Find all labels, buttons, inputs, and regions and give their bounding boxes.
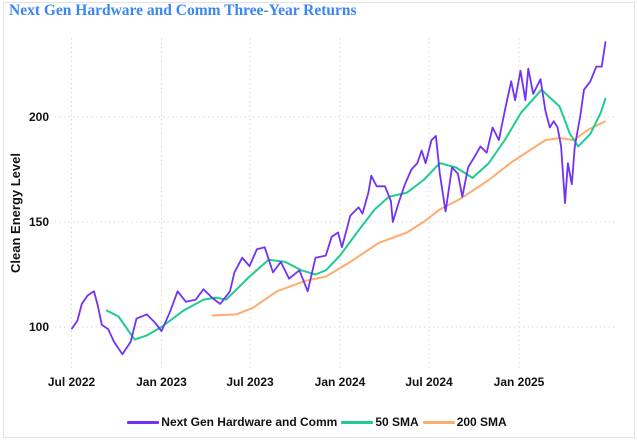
series-line-200-sma bbox=[211, 120, 607, 317]
legend-swatch bbox=[127, 420, 160, 424]
x-tick-label: Jan 2024 bbox=[315, 375, 366, 389]
legend-swatch bbox=[422, 420, 455, 424]
legend-label: 50 SMA bbox=[375, 415, 419, 429]
legend-label: 200 SMA bbox=[456, 415, 507, 429]
y-tick-label: 150 bbox=[29, 215, 49, 229]
x-tick-label: Jul 2022 bbox=[48, 375, 96, 389]
x-tick-label: Jul 2023 bbox=[226, 375, 274, 389]
y-tick-label: 200 bbox=[29, 110, 49, 124]
grid bbox=[55, 38, 617, 368]
legend-item[interactable]: 200 SMA bbox=[422, 415, 507, 429]
x-tick-label: Jul 2024 bbox=[405, 375, 453, 389]
legend-swatch bbox=[341, 420, 374, 424]
legend-item[interactable]: 50 SMA bbox=[341, 415, 419, 429]
legend-item[interactable]: Next Gen Hardware and Comm bbox=[127, 415, 337, 429]
series-lines bbox=[70, 41, 607, 356]
x-axis-ticks: Jul 2022 Jan 2023 Jul 2023 Jan 2024 Jul 2024… bbox=[48, 375, 545, 389]
y-tick-label: 100 bbox=[29, 320, 49, 334]
x-tick-label: Jan 2023 bbox=[136, 375, 187, 389]
series-line-50-sma bbox=[105, 88, 607, 341]
x-tick-label: Jan 2025 bbox=[494, 375, 545, 389]
legend-label: Next Gen Hardware and Comm bbox=[161, 415, 338, 429]
chart-title: Next Gen Hardware and Comm Three-Year Re… bbox=[9, 2, 357, 19]
y-axis-label: Clean Energy Level bbox=[8, 153, 23, 273]
series-line-next-gen-hardware-and-comm bbox=[70, 41, 607, 356]
y-axis-ticks: 100 150 200 bbox=[29, 110, 49, 334]
chart-frame bbox=[3, 2, 635, 438]
legend: Next Gen Hardware and Comm 50 SMA 200 SMA bbox=[0, 415, 638, 429]
